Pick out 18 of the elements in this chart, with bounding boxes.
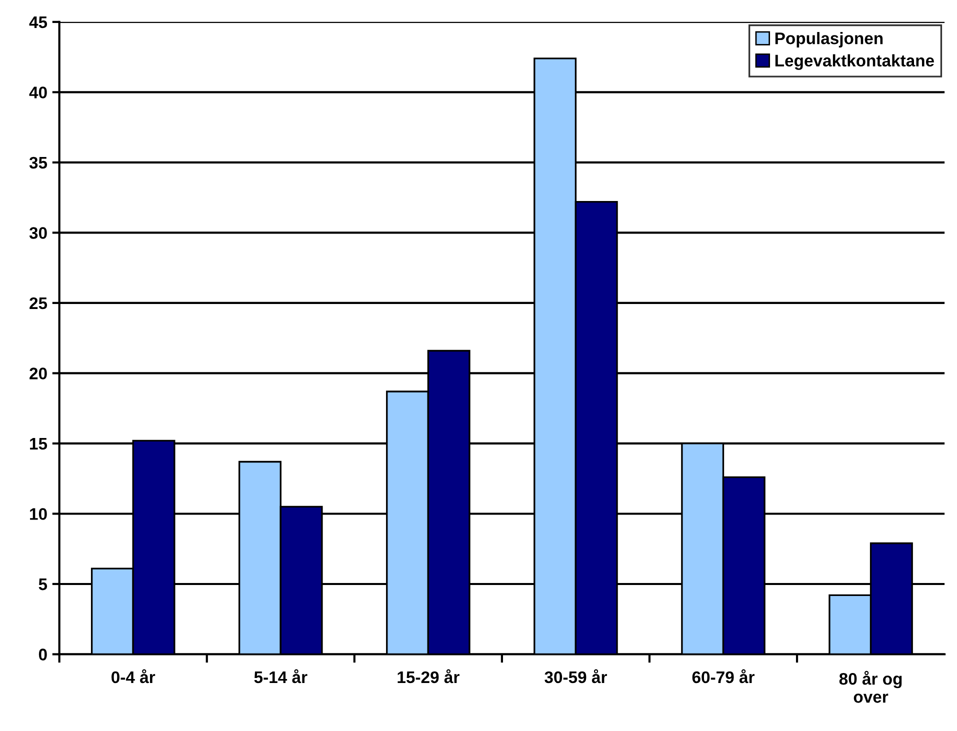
y-tick-label: 25 — [30, 297, 48, 310]
y-tick-label: 0 — [38, 648, 47, 660]
x-tick-label: 30-59 år — [544, 669, 607, 684]
y-tick-label: 40 — [29, 86, 47, 98]
x-tick-label: 60-79 år — [692, 669, 755, 684]
y-tick-label: 35 — [29, 156, 48, 169]
x-tick-label: 15-29 år — [398, 669, 460, 684]
y-tick-label: 30 — [29, 227, 47, 239]
y-tick-label: 45 — [29, 16, 48, 28]
x-tick-label: 0-4 år — [112, 669, 156, 684]
x-tick-label: 5-14 år — [254, 669, 308, 684]
y-tick-label: 5 — [38, 578, 48, 590]
legend-label: Legevaktkontaktane — [775, 54, 934, 70]
x-tick-label: 80 år og over — [839, 670, 902, 703]
y-tick-label: 15 — [30, 438, 48, 450]
y-tick-label: 20 — [30, 368, 47, 380]
legend-label: Populasjonen — [775, 32, 883, 48]
y-tick-label: 10 — [30, 508, 47, 520]
